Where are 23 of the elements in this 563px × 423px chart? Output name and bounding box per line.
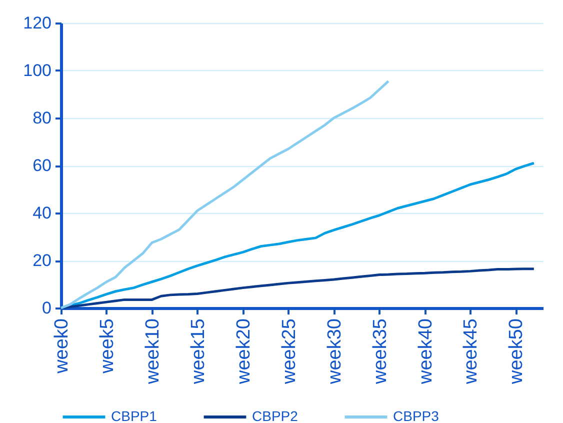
x-tick-label: week10 [142,318,164,385]
x-tick-label: week25 [278,318,300,385]
x-tick-label: week30 [324,318,346,385]
legend-label: CBPP3 [393,408,440,423]
y-tick-label: 100 [23,61,52,80]
line-series [60,80,390,310]
x-tick-label: week5 [96,318,118,374]
y-tick-label: 80 [32,108,52,128]
y-tick-label: 60 [32,156,52,175]
legend-label: CBPP1 [111,408,158,423]
y-tick-label: 40 [32,204,52,222]
x-tick-label: week20 [233,318,254,385]
line-series [60,268,536,310]
x-tick-label: week35 [370,318,391,385]
x-tick-label: week40 [415,318,436,385]
x-tick-label: week45 [460,318,482,385]
x-tick-label: week0 [52,318,72,374]
y-tick-label: 0 [42,298,52,318]
x-tick-label: week50 [506,318,528,385]
x-tick-label: week15 [188,318,209,385]
y-tick-label: 120 [23,14,52,32]
legend-label: CBPP2 [252,408,298,423]
y-tick-label: 20 [32,251,52,270]
